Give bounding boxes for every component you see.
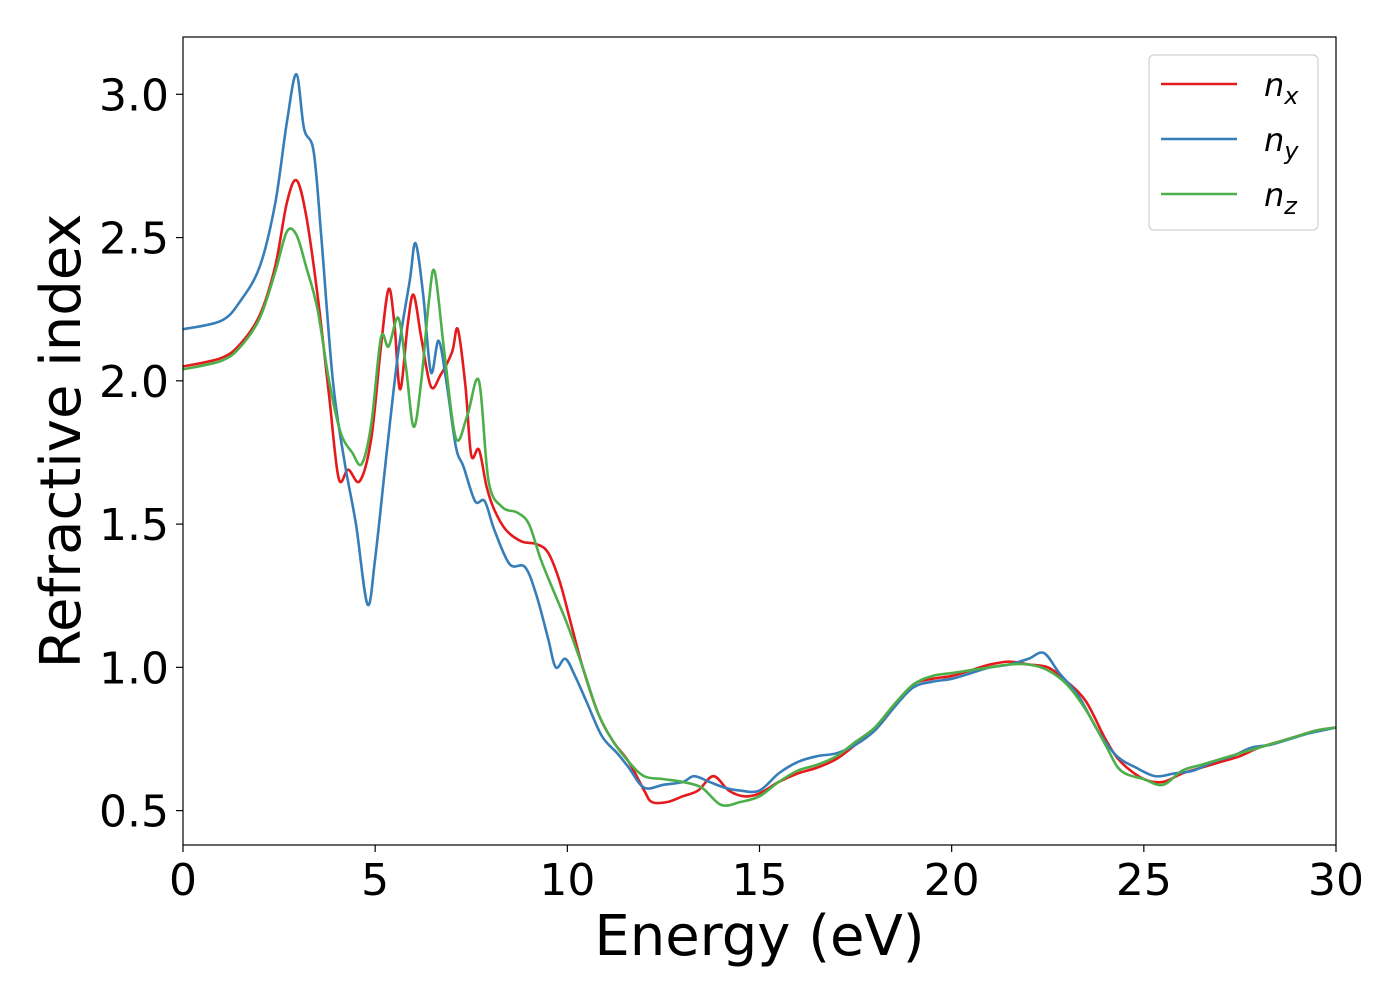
y-tick-label: 2.5 <box>99 214 169 265</box>
x-tick-label: 0 <box>169 855 197 906</box>
legend-box <box>1148 54 1319 231</box>
legend-label-ny: ny <box>1264 121 1299 165</box>
y-tick-label: 1.5 <box>99 500 169 551</box>
y-axis: 0.5 1.0 1.5 2.0 2.5 3.0 <box>99 70 183 838</box>
x-axis: 0 5 10 15 20 25 30 <box>169 845 1364 906</box>
x-tick-label: 10 <box>539 855 595 906</box>
series-line-ny <box>183 72 1336 794</box>
x-tick-label: 30 <box>1308 855 1364 906</box>
series-line-nz <box>183 227 1336 807</box>
y-tick-label: 2.0 <box>99 357 169 408</box>
x-tick-label: 5 <box>361 855 389 906</box>
y-tick-label: 0.5 <box>99 787 169 838</box>
y-tick-label: 1.0 <box>99 643 169 694</box>
y-axis-label: Refractive index <box>29 214 94 669</box>
legend-label-nz: nz <box>1264 176 1298 220</box>
x-tick-label: 20 <box>924 855 980 906</box>
x-tick-label: 15 <box>732 855 788 906</box>
legend: nx ny nz <box>1148 54 1319 231</box>
plot-lines <box>183 72 1336 807</box>
y-tick-label: 3.0 <box>99 70 169 121</box>
legend-label-nx: nx <box>1264 66 1299 110</box>
x-tick-label: 25 <box>1116 855 1172 906</box>
x-axis-label: Energy (eV) <box>594 904 924 969</box>
series-line-nx <box>183 178 1336 805</box>
